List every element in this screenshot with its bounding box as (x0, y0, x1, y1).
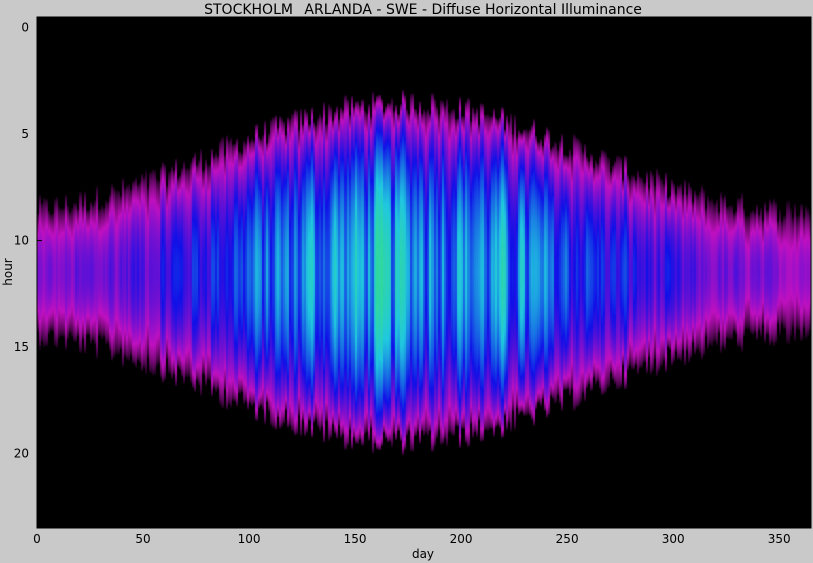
y-axis-label: hour (1, 258, 15, 286)
y-tick-label: 5 (21, 127, 29, 141)
y-tick-label: 15 (14, 340, 29, 354)
x-tick-label: 300 (662, 532, 685, 546)
y-tick-label: 10 (14, 234, 29, 248)
chart-title: STOCKHOLM_ ARLANDA - SWE - Diffuse Horiz… (204, 2, 642, 18)
x-tick-label: 50 (135, 532, 150, 546)
x-tick-label: 0 (33, 532, 41, 546)
x-tick-label: 250 (556, 532, 579, 546)
y-tick-label: 0 (21, 21, 29, 35)
heatmap-plot-area (37, 17, 811, 528)
x-tick-label: 150 (344, 532, 367, 546)
x-tick-label: 200 (450, 532, 473, 546)
y-axis-ticks: 0 5 10 15 20 (14, 21, 42, 460)
x-tick-label: 350 (768, 532, 791, 546)
x-axis-label: day (412, 547, 434, 561)
y-tick-label: 20 (14, 446, 29, 460)
x-tick-label: 100 (238, 532, 261, 546)
x-axis-ticks: 0 50 100 150 200 250 300 350 (33, 523, 791, 546)
plot-frame (36, 16, 812, 529)
